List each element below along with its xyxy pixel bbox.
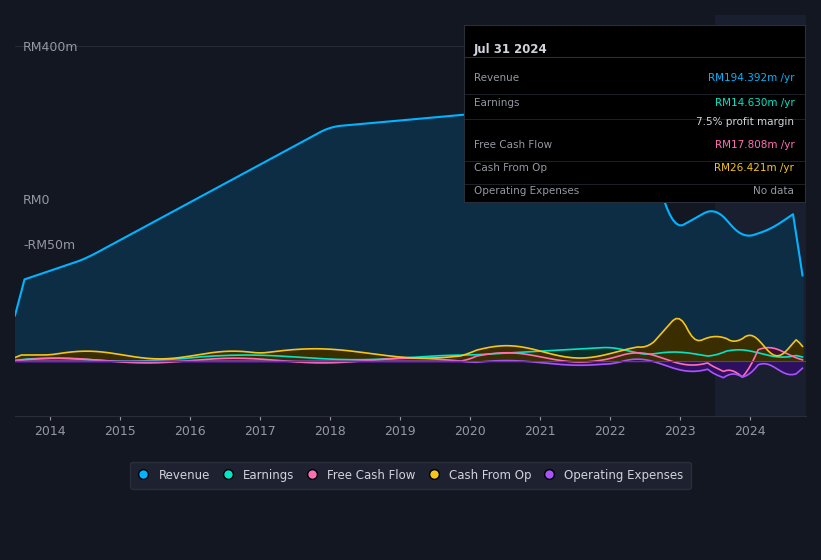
Text: No data: No data: [754, 186, 795, 196]
Text: RM17.808m /yr: RM17.808m /yr: [714, 140, 795, 150]
Text: Operating Expenses: Operating Expenses: [474, 186, 580, 196]
Text: Earnings: Earnings: [474, 98, 520, 108]
Text: Jul 31 2024: Jul 31 2024: [474, 43, 548, 56]
Text: Free Cash Flow: Free Cash Flow: [474, 140, 553, 150]
Legend: Revenue, Earnings, Free Cash Flow, Cash From Op, Operating Expenses: Revenue, Earnings, Free Cash Flow, Cash …: [131, 461, 690, 489]
Text: RM0: RM0: [23, 194, 50, 207]
Bar: [715, 15, 821, 417]
Text: 7.5% profit margin: 7.5% profit margin: [696, 117, 795, 127]
Text: RM194.392m /yr: RM194.392m /yr: [708, 73, 795, 83]
Text: Cash From Op: Cash From Op: [474, 163, 547, 173]
Text: RM26.421m /yr: RM26.421m /yr: [714, 163, 795, 173]
Text: RM400m: RM400m: [23, 41, 79, 54]
Text: Revenue: Revenue: [474, 73, 519, 83]
Text: -RM50m: -RM50m: [23, 239, 75, 253]
Text: RM14.630m /yr: RM14.630m /yr: [714, 98, 795, 108]
